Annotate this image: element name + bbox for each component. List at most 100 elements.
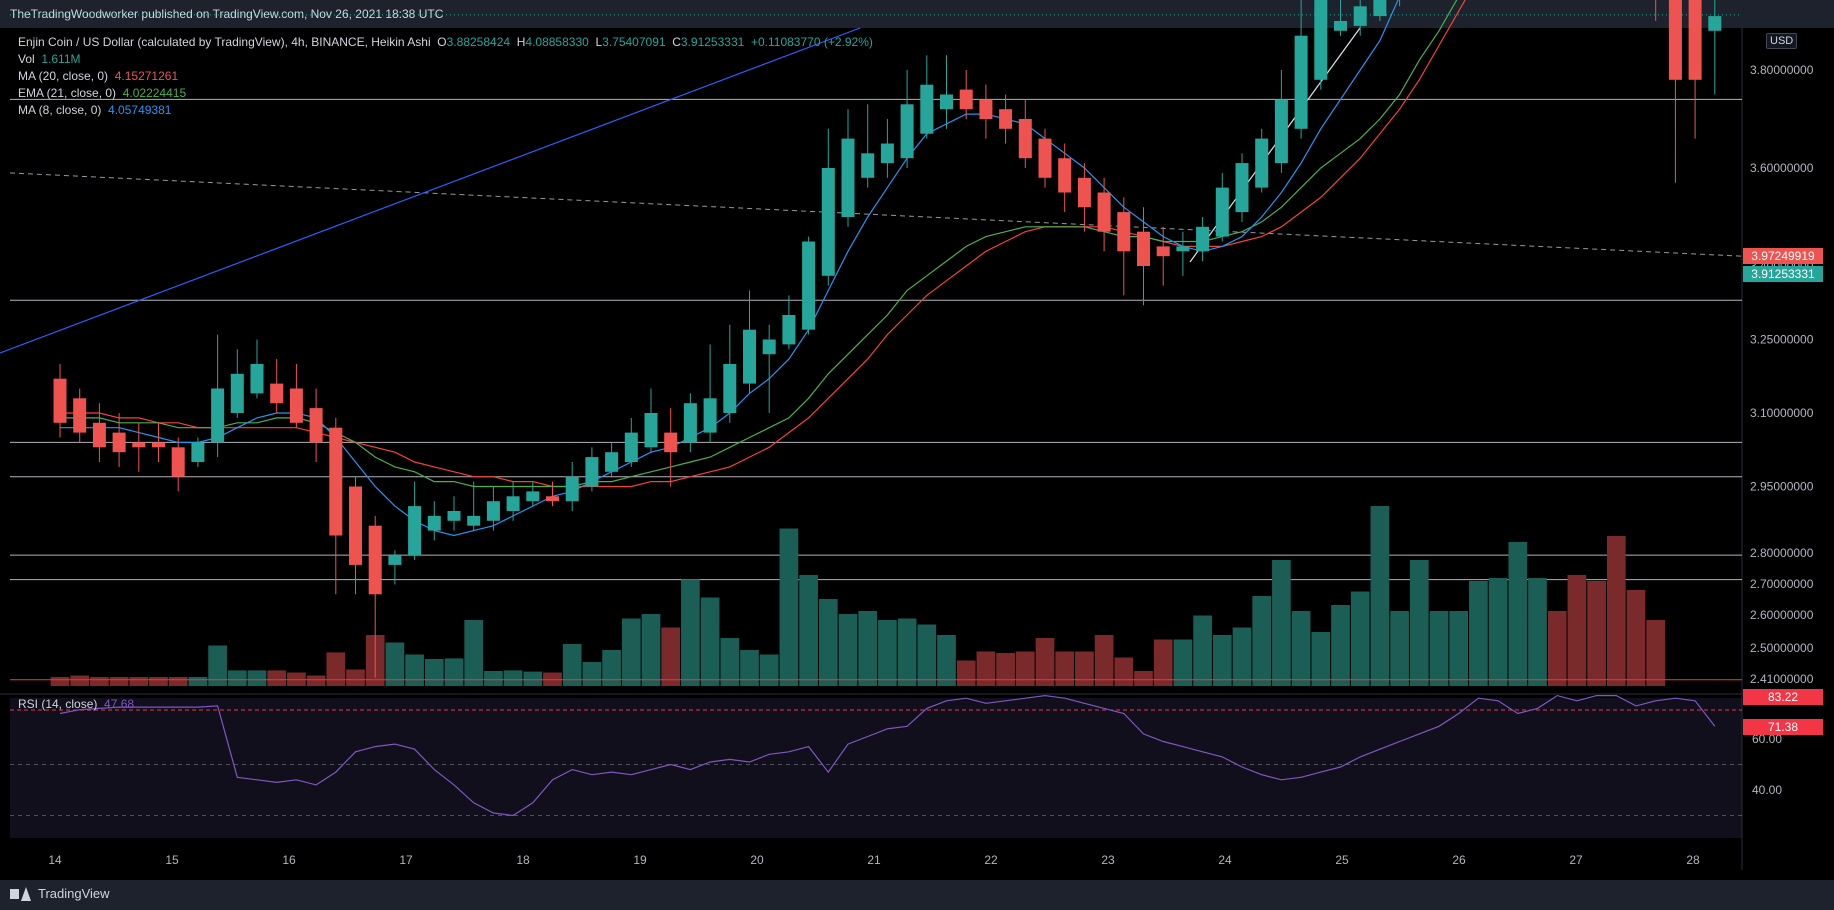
price-axis-label: 3.25000000 bbox=[1750, 333, 1814, 347]
volume-bar bbox=[1134, 671, 1153, 686]
volume-bar bbox=[523, 671, 543, 686]
volume-bar bbox=[1567, 575, 1587, 686]
candle-body bbox=[624, 432, 638, 462]
candle-body bbox=[683, 403, 697, 443]
candle-body bbox=[1156, 246, 1170, 257]
chart-legend: Enjin Coin / US Dollar (calculated by Tr… bbox=[18, 34, 873, 119]
candle-body bbox=[861, 153, 875, 178]
candle-body bbox=[329, 427, 343, 536]
volume-bar bbox=[385, 642, 405, 686]
ma20-legend[interactable]: MA (20, close, 0) 4.15271261 bbox=[18, 69, 179, 83]
volume-bar bbox=[306, 675, 326, 686]
close-value: 3.91253331 bbox=[680, 35, 745, 49]
volume-bar bbox=[1114, 657, 1134, 686]
candle-body bbox=[703, 398, 717, 433]
footer-bar: TradingView bbox=[0, 880, 1834, 910]
candle-body bbox=[112, 432, 126, 453]
volume-bar bbox=[582, 662, 602, 686]
currency-button[interactable]: USD bbox=[1766, 33, 1798, 49]
volume-bar bbox=[799, 575, 818, 686]
time-axis-label: 16 bbox=[282, 853, 296, 867]
volume-bar bbox=[1429, 611, 1449, 686]
candle-body bbox=[585, 457, 599, 487]
candle-body bbox=[1688, 0, 1702, 80]
volume-bar bbox=[1469, 581, 1488, 686]
rsi-pane-bg bbox=[10, 698, 1742, 838]
candle-body bbox=[999, 109, 1013, 129]
rsi-axis-label: 40.00 bbox=[1752, 783, 1782, 797]
candle-body bbox=[1314, 0, 1328, 80]
tradingview-logo[interactable]: TradingView bbox=[10, 886, 110, 901]
volume-bar bbox=[188, 677, 208, 686]
time-axis-label: 21 bbox=[867, 853, 881, 867]
candle-body bbox=[644, 413, 658, 448]
volume-bar bbox=[109, 677, 129, 686]
candle-body bbox=[447, 511, 461, 521]
time-axis-label: 17 bbox=[399, 853, 413, 867]
time-axis-label: 14 bbox=[48, 853, 62, 867]
time-axis-label: 25 bbox=[1335, 853, 1349, 867]
volume-bar bbox=[720, 638, 740, 686]
volume-bar bbox=[287, 672, 306, 686]
volume-bar bbox=[1094, 635, 1114, 686]
time-axis-label: 19 bbox=[633, 853, 647, 867]
candle-body bbox=[821, 168, 835, 276]
volume-bar bbox=[562, 644, 582, 686]
volume-bar bbox=[700, 597, 720, 686]
open-value: 3.88258424 bbox=[446, 35, 511, 49]
candle-body bbox=[1668, 0, 1682, 80]
published-text: TheTradingWoodworker published on Tradin… bbox=[10, 7, 444, 21]
volume-bar bbox=[621, 618, 641, 686]
volume-bar bbox=[1646, 620, 1666, 686]
volume-bar bbox=[1153, 639, 1173, 686]
volume-bar bbox=[897, 618, 917, 686]
candle-body bbox=[959, 89, 973, 110]
candle-body bbox=[171, 447, 185, 477]
symbol-title[interactable]: Enjin Coin / US Dollar (calculated by Tr… bbox=[18, 35, 431, 49]
rsi-legend[interactable]: RSI (14, close) 47.68 bbox=[18, 697, 135, 711]
candle-body bbox=[1196, 226, 1210, 252]
time-axis-label: 22 bbox=[984, 853, 998, 867]
candle-body bbox=[1255, 138, 1269, 188]
price-axis-label: 2.50000000 bbox=[1750, 641, 1814, 655]
ma8-legend[interactable]: MA (8, close, 0) 4.05749381 bbox=[18, 103, 172, 117]
volume-bar bbox=[1547, 611, 1567, 686]
candle-body bbox=[73, 398, 87, 433]
volume-bar bbox=[838, 614, 858, 686]
candle-body bbox=[802, 241, 816, 330]
volume-bar bbox=[681, 579, 700, 686]
candle-body bbox=[289, 388, 303, 423]
symbol-line: Enjin Coin / US Dollar (calculated by Tr… bbox=[18, 35, 873, 49]
volume-bar bbox=[346, 669, 365, 686]
volume-bar bbox=[1409, 560, 1429, 686]
candle-body bbox=[1018, 119, 1032, 159]
volume-bar bbox=[50, 677, 70, 686]
candle-body bbox=[368, 525, 382, 595]
volume-legend[interactable]: Vol 1.611M bbox=[18, 52, 81, 66]
volume-bar bbox=[779, 528, 799, 686]
volume-bar bbox=[1528, 578, 1547, 686]
candle-body bbox=[900, 104, 914, 159]
volume-bar bbox=[247, 670, 267, 686]
candle-body bbox=[920, 84, 934, 134]
candle-body bbox=[270, 383, 284, 404]
candle-body bbox=[1077, 177, 1091, 208]
time-axis-label: 20 bbox=[750, 853, 764, 867]
volume-bar bbox=[1508, 542, 1528, 686]
volume-bar bbox=[878, 620, 897, 686]
volume-bar bbox=[267, 670, 287, 686]
price-axis-label: 3.10000000 bbox=[1750, 406, 1814, 420]
volume-bar bbox=[1331, 605, 1350, 686]
ema21-legend[interactable]: EMA (21, close, 0) 4.02224415 bbox=[18, 86, 187, 100]
time-axis-label: 26 bbox=[1452, 853, 1466, 867]
candle-body bbox=[1353, 6, 1367, 26]
candle-body bbox=[979, 99, 993, 119]
candle-body bbox=[1097, 192, 1111, 232]
candle-body bbox=[742, 329, 757, 384]
rsi-axis-label: 60.00 bbox=[1752, 732, 1782, 746]
price-axis-label: 3.60000000 bbox=[1750, 161, 1814, 175]
candle-body bbox=[191, 442, 205, 462]
candle-body bbox=[841, 138, 855, 217]
candle-body bbox=[506, 496, 520, 511]
